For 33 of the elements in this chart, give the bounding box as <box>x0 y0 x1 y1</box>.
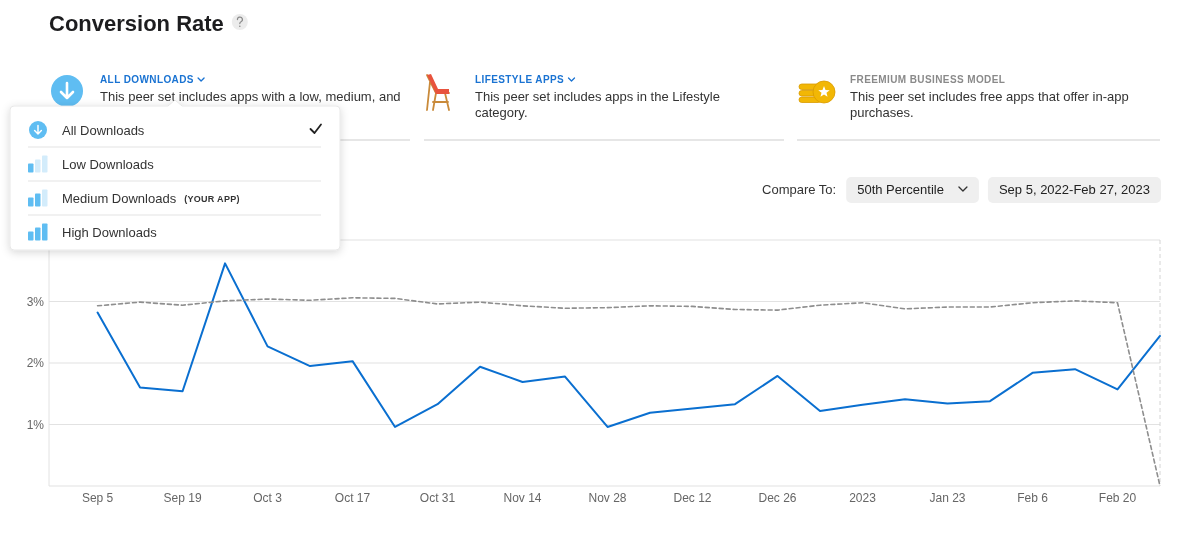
chart-title: Conversion Rate <box>49 11 224 36</box>
x-tick-label: Oct 17 <box>334 491 371 505</box>
x-tick-label: Dec 12 <box>673 491 712 505</box>
x-tick-label: Feb 20 <box>1098 491 1137 505</box>
text: Low Downloads <box>62 156 155 172</box>
text: FREEMIUM BUSINESS MODEL <box>850 74 1006 85</box>
text: This peer set includes free apps that offer in-app purchases. <box>850 89 1129 121</box>
text: High Downloads <box>62 224 158 240</box>
text: Medium Downloads <box>62 190 177 206</box>
text: ALL DOWNLOADS <box>100 74 194 85</box>
line-series <box>96 297 1161 487</box>
text: This peer set includes apps with a low, medium, and <box>100 89 401 104</box>
text: 50th Percentile <box>857 182 944 197</box>
x-tick-label: Dec 26 <box>758 491 797 505</box>
text: This peer set includes apps in the Lifestyle category. <box>475 89 720 121</box>
y-tick-label: 2% <box>26 356 45 371</box>
x-tick-label: Oct 31 <box>419 491 456 505</box>
text: All Downloads <box>62 122 145 138</box>
x-tick-label: Feb 6 <box>1017 491 1049 505</box>
x-tick-label: Oct 3 <box>253 491 283 505</box>
text: (YOUR APP) <box>184 194 240 204</box>
x-tick-label: Nov 28 <box>588 491 627 505</box>
x-tick-label: Sep 19 <box>163 491 202 505</box>
x-tick-label: Sep 5 <box>81 491 114 505</box>
text: LIFESTYLE APPS <box>475 74 565 85</box>
x-tick-label: Nov 14 <box>503 491 542 505</box>
y-tick-label: 3% <box>26 294 45 309</box>
x-tick-label: 2023 <box>849 491 877 505</box>
y-tick-label: 1% <box>26 417 45 432</box>
line-series <box>96 262 1161 428</box>
x-tick-label: Jan 23 <box>929 491 966 505</box>
text: Compare To: <box>762 182 837 197</box>
text: Sep 5, 2022-Feb 27, 2023 <box>998 182 1150 197</box>
